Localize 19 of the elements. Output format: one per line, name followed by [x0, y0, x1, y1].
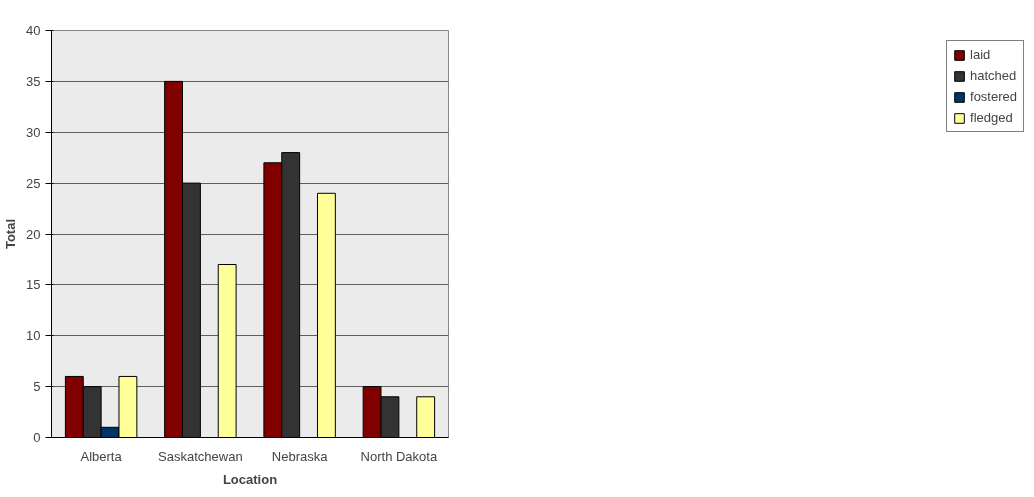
y-axis-title: Total	[3, 218, 19, 250]
legend-label: laid	[970, 47, 991, 62]
x-tick-label: Alberta	[80, 448, 123, 464]
y-tick-label: 30	[26, 124, 41, 140]
x-tick-label: North Dakota	[360, 448, 438, 464]
y-tick-label: 40	[26, 23, 41, 38]
x-axis-title: Location	[222, 471, 278, 487]
y-tick-label: 35	[26, 73, 41, 89]
legend-label: fostered	[970, 89, 1017, 104]
y-tick-label: 25	[26, 175, 41, 191]
y-tick-label: 0	[33, 430, 41, 445]
y-tick-label: 10	[26, 328, 41, 344]
x-tick-label: Saskatchewan	[158, 448, 243, 464]
y-tick-label: 20	[26, 226, 41, 242]
y-tick-label: 5	[33, 379, 41, 395]
legend-label: hatched	[970, 68, 1017, 83]
y-tick-label: 15	[26, 277, 41, 293]
x-tick-label: Nebraska	[271, 448, 329, 464]
legend-label: fledged	[970, 110, 1013, 125]
